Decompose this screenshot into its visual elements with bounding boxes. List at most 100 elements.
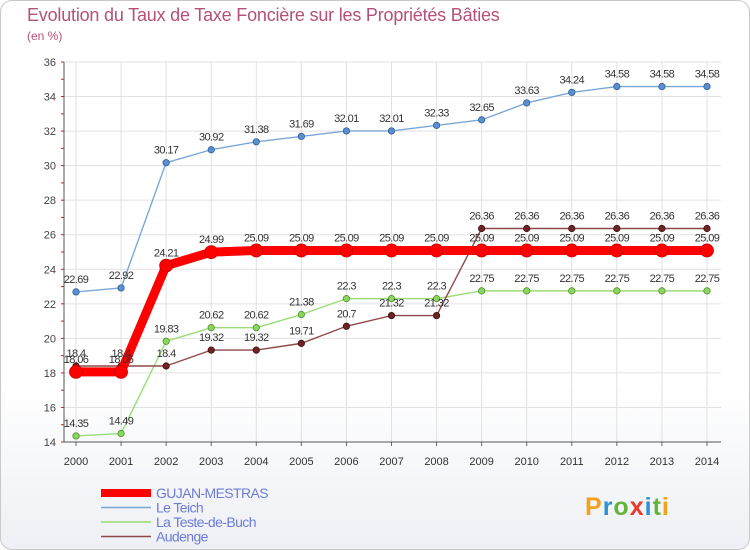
point-audenge	[613, 224, 621, 233]
point-la-teste-de-buch	[658, 287, 666, 295]
data-label-la-teste-de-buch: 22.75	[650, 273, 675, 285]
point-le-teich	[568, 88, 576, 97]
data-label-le-teich: 34.58	[695, 69, 720, 81]
point-la-teste-de-buch	[613, 287, 621, 295]
logo-letter: t	[652, 493, 662, 521]
point-audenge	[523, 224, 531, 233]
data-label-la-teste-de-buch: 19.83	[154, 323, 179, 335]
y-tick-label: 24	[44, 264, 56, 276]
data-label-gujan-mestras: 25.09	[650, 232, 675, 244]
point-le-teich	[162, 159, 170, 167]
logo-letter: i	[644, 493, 653, 521]
legend-label-audenge: Audenge	[156, 529, 209, 545]
y-tick-label: 32	[44, 126, 56, 138]
point-gujan-mestras	[69, 364, 83, 379]
data-label-gujan-mestras: 25.09	[695, 232, 720, 244]
data-label-le-teich: 34.24	[560, 74, 585, 86]
y-tick-label: 20	[44, 333, 56, 345]
point-le-teich	[432, 121, 441, 129]
point-la-teste-de-buch	[387, 295, 396, 303]
point-gujan-mestras	[114, 364, 128, 379]
x-tick-label: 2005	[289, 456, 313, 468]
x-tick-label: 2013	[650, 456, 674, 468]
x-tick-label: 2009	[469, 456, 493, 468]
x-tick-label: 2008	[424, 456, 448, 468]
data-label-la-teste-de-buch: 20.62	[244, 310, 269, 322]
y-tick-label: 28	[44, 195, 56, 207]
point-la-teste-de-buch	[568, 287, 576, 295]
x-tick-label: 2014	[695, 456, 719, 468]
point-la-teste-de-buch	[523, 287, 531, 295]
point-audenge	[478, 224, 486, 233]
data-label-le-teich: 34.58	[605, 69, 630, 81]
data-label-la-teste-de-buch: 22.75	[560, 273, 585, 285]
unit-label: (en %)	[27, 29, 63, 43]
data-label-audenge: 26.36	[560, 211, 585, 223]
data-label-audenge: 21.32	[379, 298, 404, 310]
data-label-gujan-mestras: 18.06	[109, 354, 134, 366]
point-gujan-mestras	[294, 243, 309, 258]
point-le-teich	[207, 146, 215, 154]
data-label-gujan-mestras: 25.09	[289, 232, 314, 244]
y-tick-label: 14	[44, 437, 56, 449]
x-tick-label: 2002	[154, 456, 178, 468]
data-label-gujan-mestras: 25.09	[424, 232, 449, 244]
point-audenge	[342, 322, 351, 330]
data-label-la-teste-de-buch: 22.75	[695, 273, 720, 285]
data-label-gujan-mestras: 18.06	[64, 354, 89, 366]
data-label-la-teste-de-buch: 22.3	[382, 281, 401, 293]
data-label-gujan-mestras: 24.99	[199, 234, 224, 246]
point-la-teste-de-buch	[703, 287, 711, 295]
x-tick-label: 2011	[560, 456, 584, 468]
data-label-la-teste-de-buch: 21.38	[289, 297, 314, 309]
data-label-le-teich: 22.92	[109, 270, 134, 282]
data-label-gujan-mestras: 25.09	[469, 232, 494, 244]
data-label-audenge: 19.32	[244, 332, 269, 344]
data-labels: 14.35 14.49 19.83 20.62 20.62 21.38 22.3 22.3 22…	[64, 69, 721, 430]
point-la-teste-de-buch	[72, 432, 80, 440]
point-audenge	[703, 224, 711, 233]
point-audenge	[387, 311, 396, 320]
data-label-gujan-mestras: 24.21	[154, 248, 179, 260]
point-le-teich	[478, 116, 486, 124]
x-tick-label: 2004	[244, 456, 268, 468]
data-label-la-teste-de-buch: 22.75	[514, 273, 539, 285]
data-label-audenge: 20.7	[337, 308, 356, 320]
point-le-teich	[297, 132, 305, 141]
point-la-teste-de-buch	[252, 324, 260, 332]
point-gujan-mestras	[519, 243, 534, 258]
point-gujan-mestras	[609, 243, 624, 258]
data-label-audenge: 18.4	[112, 348, 131, 360]
data-label-gujan-mestras: 25.09	[605, 232, 630, 244]
point-gujan-mestras	[204, 245, 219, 260]
point-le-teich	[342, 127, 351, 135]
data-label-le-teich: 30.17	[154, 145, 179, 157]
x-tick-label: 2012	[605, 456, 629, 468]
data-label-la-teste-de-buch: 22.3	[337, 281, 356, 293]
data-label-la-teste-de-buch: 14.49	[109, 416, 134, 428]
y-tick-label: 22	[44, 299, 56, 311]
x-tick-label: 2003	[199, 456, 223, 468]
axes: 14 16 18 20 22 24 26 28 30 32 34 36 2000 2001 2002 2003…	[44, 57, 721, 468]
point-le-teich	[613, 82, 621, 91]
data-label-audenge: 26.36	[605, 211, 630, 223]
data-label-le-teich: 22.69	[64, 274, 89, 286]
legend-label-gujan-mestras: GUJAN-MESTRAS	[156, 485, 268, 501]
point-gujan-mestras	[339, 243, 354, 258]
data-label-le-teich: 34.58	[650, 69, 675, 81]
point-gujan-mestras	[564, 243, 579, 258]
data-label-la-teste-de-buch: 22.75	[605, 273, 630, 285]
x-tick-label: 2010	[514, 456, 538, 468]
logo-letter: i	[661, 493, 670, 521]
point-la-teste-de-buch	[342, 295, 351, 303]
data-label-le-teich: 33.63	[514, 85, 539, 97]
point-audenge	[568, 224, 576, 233]
point-la-teste-de-buch	[478, 287, 486, 295]
point-la-teste-de-buch	[162, 337, 170, 345]
y-tick-label: 36	[44, 57, 56, 69]
data-label-audenge: 21.32	[424, 298, 449, 310]
logo-letter: o	[613, 493, 630, 521]
point-gujan-mestras	[249, 243, 264, 258]
proxiti-logo: Proxiti	[585, 493, 670, 522]
